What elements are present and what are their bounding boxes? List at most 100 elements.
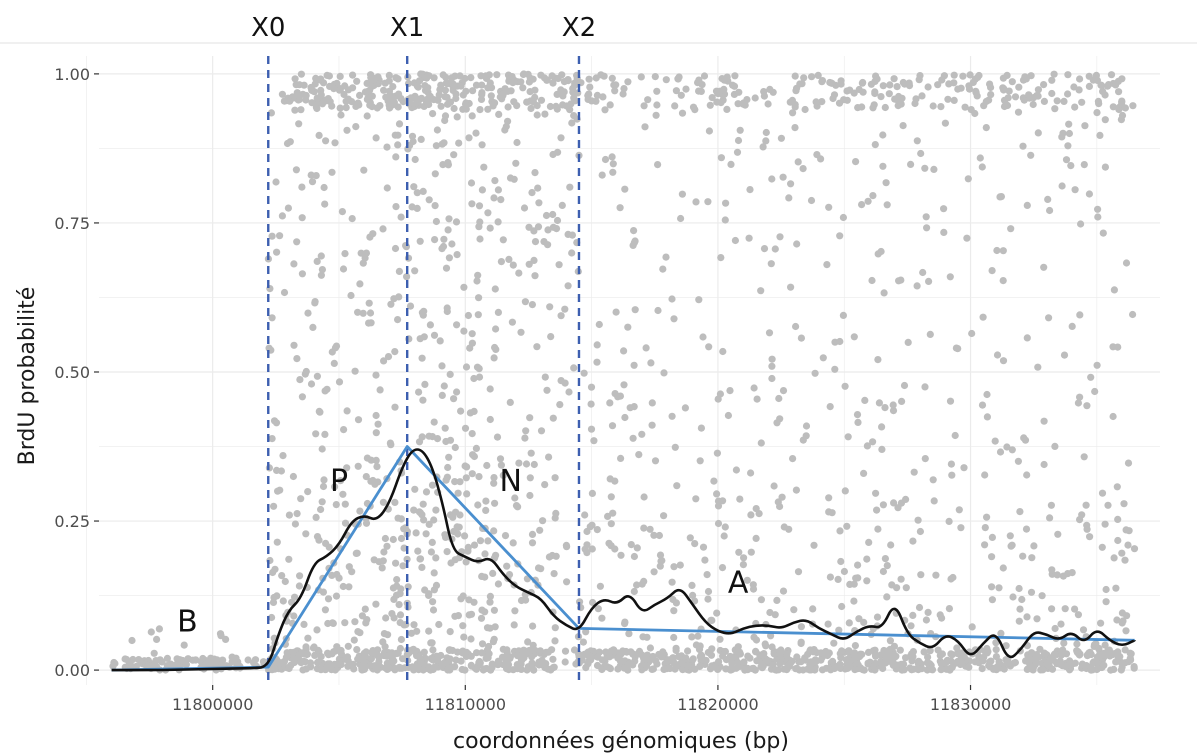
data-point (411, 485, 419, 493)
data-point (1003, 443, 1011, 451)
data-point (705, 343, 713, 351)
data-point (721, 216, 729, 224)
data-point (527, 104, 535, 113)
data-point (400, 544, 408, 552)
data-point (728, 659, 736, 667)
data-point (611, 390, 619, 398)
data-point (879, 131, 887, 139)
data-point (720, 532, 728, 540)
data-point (594, 605, 602, 613)
data-point (620, 347, 628, 355)
data-point (976, 154, 984, 162)
data-point (692, 198, 700, 206)
data-point (460, 327, 468, 335)
data-point (1023, 201, 1031, 209)
data-point (1007, 225, 1015, 233)
data-point (734, 136, 743, 145)
data-point (759, 143, 767, 151)
data-point (363, 112, 371, 120)
data-point (380, 357, 388, 365)
data-point (459, 622, 467, 630)
data-point (276, 232, 284, 240)
data-point (983, 644, 991, 653)
data-point (429, 598, 437, 606)
data-point (1040, 263, 1048, 271)
data-point (464, 311, 472, 320)
data-point (665, 656, 673, 664)
data-point (432, 554, 440, 562)
data-point (1009, 593, 1017, 601)
data-point (326, 82, 334, 90)
data-point (1064, 90, 1072, 98)
data-point (1039, 666, 1047, 674)
data-point (506, 174, 515, 182)
data-point (750, 633, 758, 641)
data-point (291, 106, 299, 114)
data-point (318, 498, 326, 506)
data-point (905, 79, 913, 87)
data-point (869, 192, 877, 200)
data-point (468, 112, 476, 120)
data-point (425, 627, 433, 635)
data-point (818, 78, 826, 86)
data-point (735, 88, 743, 96)
data-point (713, 490, 721, 498)
data-point (765, 329, 774, 337)
data-point (740, 658, 748, 666)
data-point (328, 571, 336, 580)
data-point (528, 653, 536, 661)
data-point (930, 165, 938, 173)
data-point (879, 567, 888, 576)
data-point (463, 463, 471, 471)
data-point (332, 501, 340, 509)
data-point (302, 96, 310, 104)
data-point (697, 424, 706, 432)
data-point (818, 98, 826, 106)
data-point (836, 663, 844, 672)
data-point (588, 545, 596, 553)
data-point (463, 490, 471, 498)
data-point (719, 497, 727, 505)
data-point (689, 655, 697, 663)
data-point (910, 468, 918, 476)
data-point (1048, 89, 1056, 98)
data-point (490, 606, 498, 614)
data-point (483, 461, 491, 470)
data-point (705, 127, 714, 135)
data-point (366, 233, 374, 241)
data-point (419, 666, 427, 674)
data-point (537, 96, 546, 104)
data-point (1124, 541, 1132, 549)
data-point (988, 267, 996, 275)
data-point (321, 387, 329, 395)
data-point (999, 277, 1007, 285)
data-point (383, 143, 391, 151)
data-point (753, 395, 761, 403)
data-point (1126, 649, 1134, 657)
data-point (355, 101, 363, 109)
data-point (527, 449, 535, 457)
data-point (991, 437, 999, 445)
data-point (290, 260, 298, 268)
data-point (430, 586, 438, 594)
data-point (965, 663, 973, 671)
data-point (448, 74, 456, 82)
data-point (1097, 81, 1105, 89)
data-point (969, 78, 977, 86)
data-point (1019, 94, 1027, 102)
data-point (512, 159, 520, 167)
data-point (716, 635, 724, 643)
data-point (313, 658, 322, 667)
data-point (793, 240, 801, 248)
data-point (656, 551, 665, 559)
data-point (374, 660, 382, 668)
data-point (875, 399, 884, 407)
data-point (313, 257, 321, 265)
data-point (392, 203, 400, 211)
data-point (924, 653, 932, 661)
data-point (1027, 151, 1035, 159)
data-point (747, 469, 755, 477)
data-point (472, 129, 480, 137)
data-point (285, 664, 293, 673)
data-point (1127, 656, 1135, 664)
